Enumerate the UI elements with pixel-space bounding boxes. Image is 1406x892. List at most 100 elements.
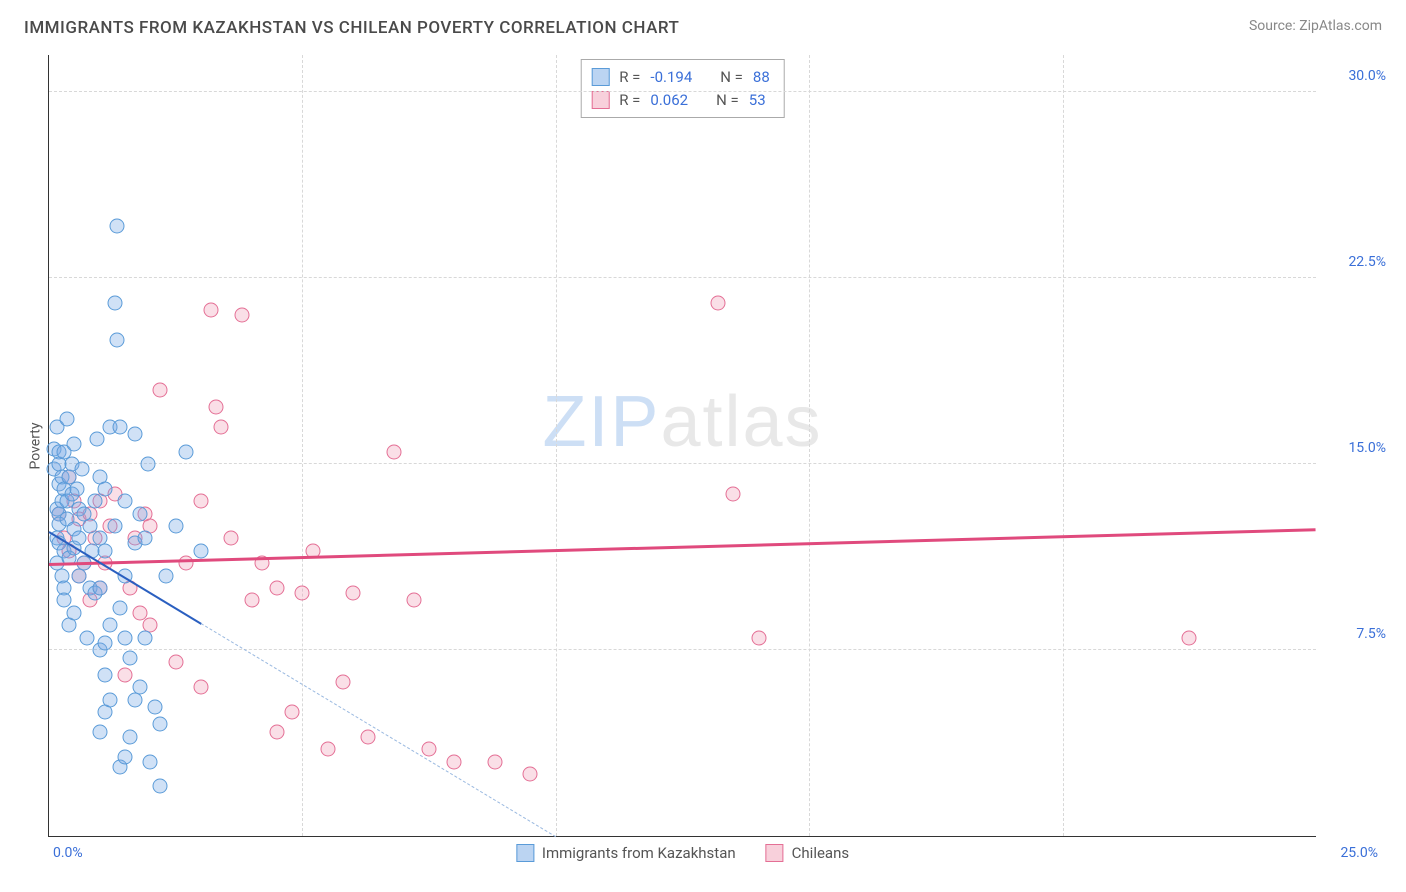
data-point bbox=[97, 543, 112, 558]
gridline-v bbox=[809, 55, 810, 836]
data-point bbox=[69, 481, 84, 496]
y-tick-label: 15.0% bbox=[1348, 440, 1386, 456]
data-point bbox=[178, 556, 193, 571]
data-point bbox=[487, 754, 502, 769]
data-point bbox=[107, 519, 122, 534]
data-point bbox=[123, 729, 138, 744]
data-point bbox=[295, 586, 310, 601]
data-point bbox=[80, 630, 95, 645]
data-point bbox=[97, 481, 112, 496]
y-axis-title: Poverty bbox=[28, 422, 44, 469]
data-point bbox=[118, 494, 133, 509]
data-point bbox=[153, 717, 168, 732]
data-point bbox=[153, 779, 168, 794]
data-point bbox=[270, 581, 285, 596]
data-point bbox=[270, 724, 285, 739]
data-point bbox=[335, 675, 350, 690]
x-axis-max-label: 25.0% bbox=[1340, 845, 1378, 861]
data-point bbox=[110, 333, 125, 348]
data-point bbox=[726, 486, 741, 501]
data-point bbox=[153, 382, 168, 397]
data-point bbox=[123, 650, 138, 665]
chart-title: IMMIGRANTS FROM KAZAKHSTAN VS CHILEAN PO… bbox=[24, 18, 679, 38]
data-point bbox=[138, 630, 153, 645]
header: IMMIGRANTS FROM KAZAKHSTAN VS CHILEAN PO… bbox=[0, 0, 1406, 46]
legend-swatch bbox=[516, 844, 534, 862]
data-point bbox=[168, 655, 183, 670]
data-point bbox=[244, 593, 259, 608]
data-point bbox=[118, 667, 133, 682]
data-point bbox=[751, 630, 766, 645]
data-point bbox=[224, 531, 239, 546]
stats-row: R = -0.194N = 88 bbox=[591, 66, 770, 89]
gridline-h bbox=[49, 277, 1316, 278]
data-point bbox=[168, 519, 183, 534]
legend-label: Chileans bbox=[792, 844, 849, 862]
legend-swatch bbox=[591, 91, 609, 109]
gridline-v bbox=[302, 55, 303, 836]
data-point bbox=[102, 618, 117, 633]
data-point bbox=[112, 419, 127, 434]
gridline-v bbox=[1063, 55, 1064, 836]
data-point bbox=[97, 667, 112, 682]
trend-line bbox=[49, 529, 1316, 566]
bottom-legend: Immigrants from Kazakhstan Chileans bbox=[516, 844, 849, 862]
data-point bbox=[112, 600, 127, 615]
legend-label: Immigrants from Kazakhstan bbox=[542, 844, 736, 862]
source-attribution: Source: ZipAtlas.com bbox=[1249, 18, 1382, 34]
gridline-h bbox=[49, 649, 1316, 650]
gridline-h bbox=[49, 463, 1316, 464]
data-point bbox=[361, 729, 376, 744]
data-point bbox=[92, 581, 107, 596]
data-point bbox=[178, 444, 193, 459]
x-axis-min-label: 0.0% bbox=[53, 845, 83, 861]
legend-item: Immigrants from Kazakhstan bbox=[516, 844, 736, 862]
data-point bbox=[67, 437, 82, 452]
data-point bbox=[133, 506, 148, 521]
data-point bbox=[74, 462, 89, 477]
stats-box: R = -0.194N = 88R = 0.062N = 53 bbox=[580, 59, 785, 118]
data-point bbox=[710, 295, 725, 310]
data-point bbox=[128, 427, 143, 442]
data-point bbox=[406, 593, 421, 608]
data-point bbox=[1182, 630, 1197, 645]
data-point bbox=[346, 586, 361, 601]
data-point bbox=[107, 295, 122, 310]
data-point bbox=[209, 400, 224, 415]
legend-item: Chileans bbox=[766, 844, 849, 862]
plot-area: ZIPatlas R = -0.194N = 88R = 0.062N = 53… bbox=[48, 55, 1316, 837]
data-point bbox=[422, 742, 437, 757]
data-point bbox=[118, 749, 133, 764]
data-point bbox=[102, 692, 117, 707]
data-point bbox=[67, 605, 82, 620]
gridline-h bbox=[49, 91, 1316, 92]
trend-line bbox=[201, 623, 556, 837]
data-point bbox=[92, 724, 107, 739]
y-tick-label: 7.5% bbox=[1356, 626, 1386, 642]
data-point bbox=[194, 494, 209, 509]
data-point bbox=[320, 742, 335, 757]
y-tick-label: 22.5% bbox=[1348, 254, 1386, 270]
source-link[interactable]: ZipAtlas.com bbox=[1299, 18, 1382, 34]
data-point bbox=[87, 494, 102, 509]
data-point bbox=[110, 219, 125, 234]
data-point bbox=[194, 680, 209, 695]
data-point bbox=[234, 308, 249, 323]
data-point bbox=[523, 767, 538, 782]
chart-area: Poverty ZIPatlas R = -0.194N = 88R = 0.0… bbox=[48, 55, 1316, 837]
data-point bbox=[285, 705, 300, 720]
data-point bbox=[214, 419, 229, 434]
legend-swatch bbox=[766, 844, 784, 862]
data-point bbox=[59, 412, 74, 427]
data-point bbox=[204, 303, 219, 318]
data-point bbox=[143, 754, 158, 769]
data-point bbox=[138, 531, 153, 546]
data-point bbox=[447, 754, 462, 769]
data-point bbox=[97, 635, 112, 650]
data-point bbox=[158, 568, 173, 583]
gridline-v bbox=[556, 55, 557, 836]
data-point bbox=[72, 531, 87, 546]
legend-swatch bbox=[591, 68, 609, 86]
data-point bbox=[148, 700, 163, 715]
data-point bbox=[133, 680, 148, 695]
